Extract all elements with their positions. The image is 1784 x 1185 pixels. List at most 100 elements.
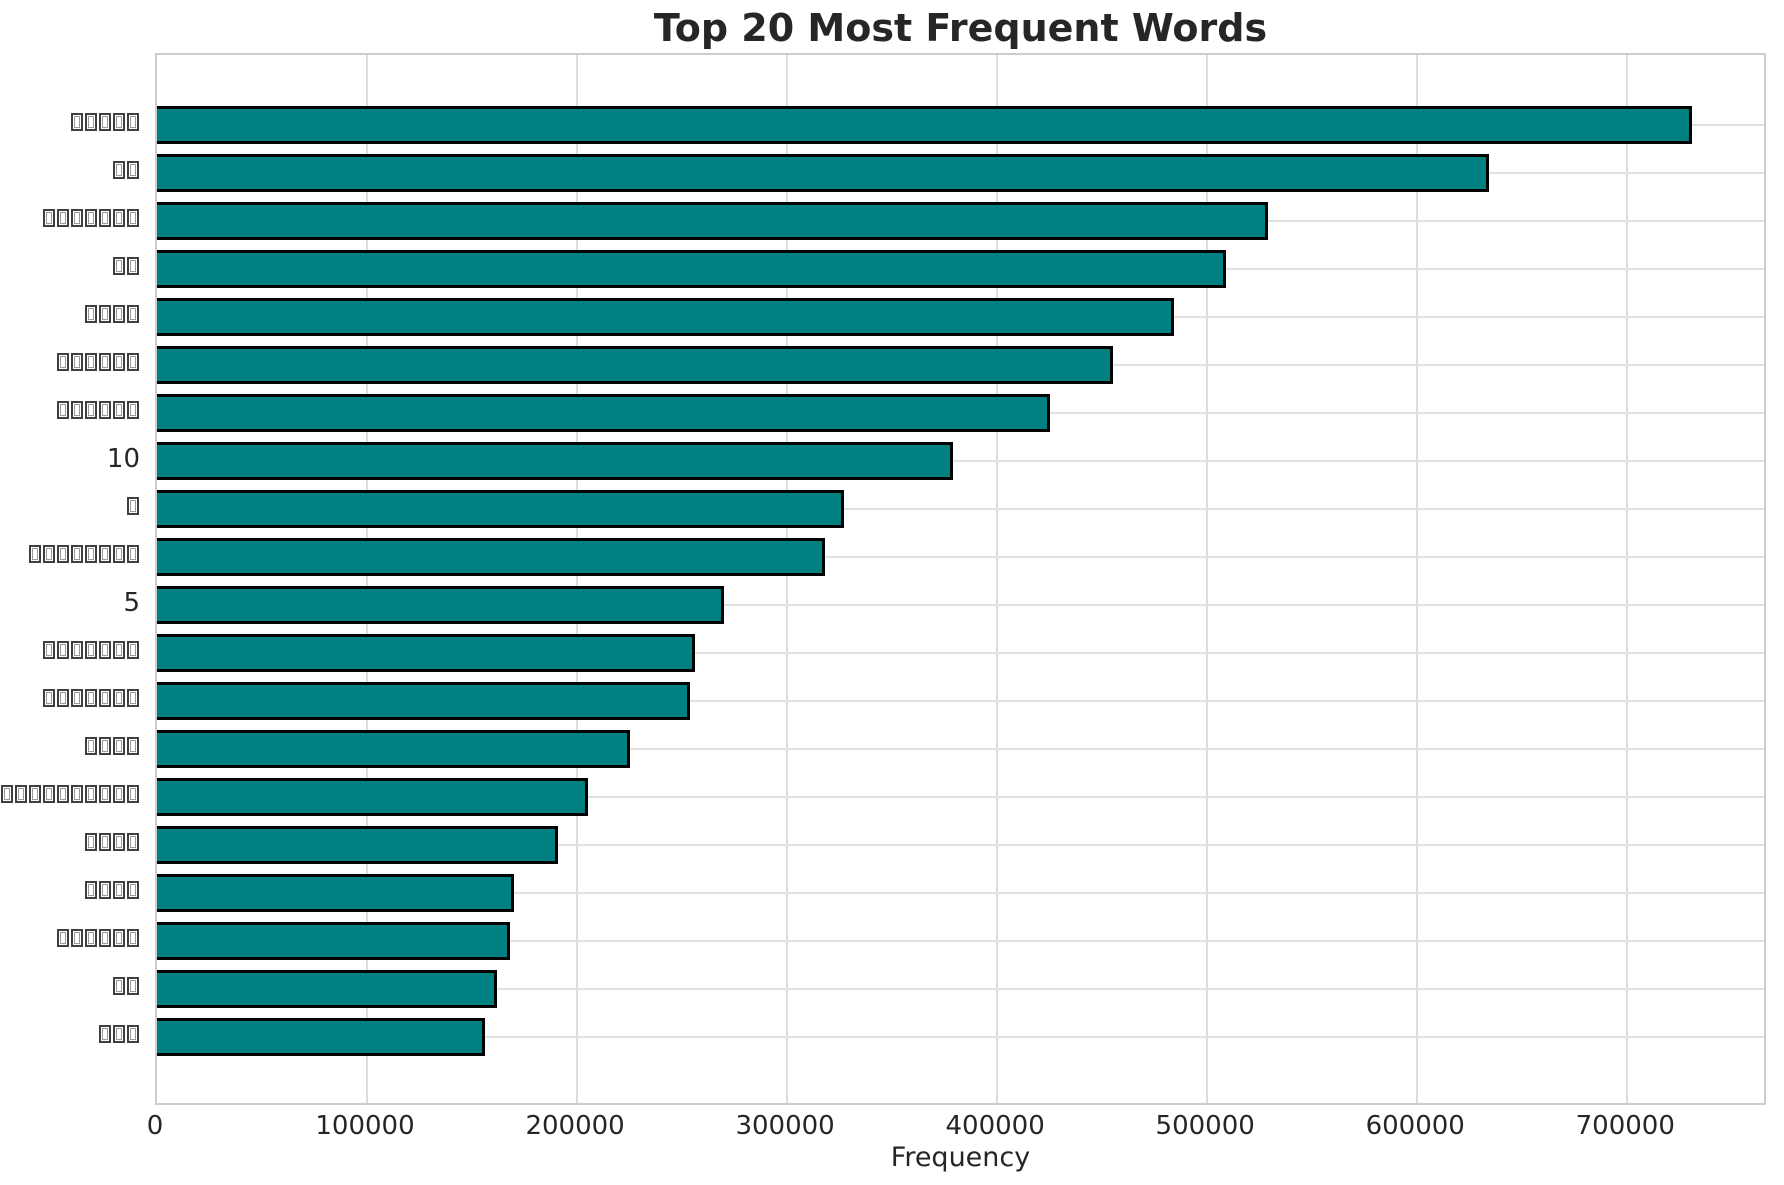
gridline-horizontal (157, 700, 1764, 703)
missing-glyph-box (71, 544, 83, 563)
missing-glyph-box (99, 641, 111, 660)
gridline-horizontal (157, 796, 1764, 799)
missing-glyph-box (85, 352, 97, 371)
y-tick-label (0, 302, 140, 328)
gridline-horizontal (157, 652, 1764, 655)
missing-glyph-box (85, 544, 97, 563)
bar (157, 345, 1113, 385)
missing-glyph-box (57, 400, 69, 419)
missing-glyph-box (99, 785, 111, 804)
missing-glyph-box (57, 929, 69, 948)
missing-glyph-box (99, 689, 111, 708)
x-tick-label: 200000 (525, 1111, 625, 1141)
missing-glyph-box (127, 400, 139, 419)
gridline-vertical (576, 55, 579, 1103)
missing-glyph-box (113, 1025, 125, 1044)
missing-glyph-box (85, 304, 97, 323)
y-tick-label (0, 734, 140, 760)
missing-glyph-box (57, 641, 69, 660)
missing-glyph-box (43, 689, 55, 708)
missing-glyph-box (127, 160, 139, 179)
missing-glyph-box (99, 352, 111, 371)
missing-glyph-box (99, 737, 111, 756)
bar (157, 393, 1050, 433)
x-tick-label: 0 (146, 1111, 164, 1141)
missing-glyph-box (1, 785, 13, 804)
missing-glyph-box (57, 785, 69, 804)
y-tick-label (0, 254, 140, 280)
missing-glyph-box (127, 304, 139, 323)
missing-glyph-box (127, 929, 139, 948)
bar (157, 729, 630, 769)
bar (157, 970, 498, 1009)
missing-glyph-box (99, 1025, 111, 1044)
y-tick-label (0, 494, 140, 520)
bar (157, 585, 725, 625)
x-tick-label: 400000 (945, 1111, 1045, 1141)
gridline-horizontal (157, 892, 1764, 895)
missing-glyph-box (99, 833, 111, 852)
missing-glyph-box (85, 400, 97, 419)
missing-glyph-box (99, 208, 111, 227)
bar (157, 825, 559, 865)
bar (157, 297, 1174, 336)
gridline-vertical (366, 55, 369, 1103)
missing-glyph-box (127, 496, 139, 515)
bar (157, 777, 588, 817)
missing-glyph-box (113, 977, 125, 996)
missing-glyph-box (85, 112, 97, 131)
chart-title: Top 20 Most Frequent Words (653, 6, 1268, 50)
y-tick-label (0, 974, 140, 1000)
missing-glyph-box (127, 641, 139, 660)
gridline-horizontal (157, 1036, 1764, 1039)
missing-glyph-box (99, 304, 111, 323)
missing-glyph-box (113, 160, 125, 179)
missing-glyph-box (43, 785, 55, 804)
missing-glyph-box (85, 785, 97, 804)
missing-glyph-box (85, 689, 97, 708)
bar (157, 105, 1693, 144)
missing-glyph-box (127, 737, 139, 756)
gridline-vertical (996, 55, 999, 1103)
missing-glyph-box (43, 641, 55, 660)
missing-glyph-box (127, 208, 139, 227)
missing-glyph-box (127, 785, 139, 804)
missing-glyph-box (15, 785, 27, 804)
gridline-vertical (1626, 55, 1629, 1103)
missing-glyph-box (99, 929, 111, 948)
gridline-horizontal (157, 459, 1764, 462)
bar (157, 153, 1489, 192)
gridline-horizontal (157, 748, 1764, 751)
missing-glyph-box (85, 641, 97, 660)
bar (157, 633, 695, 673)
missing-glyph-box (113, 544, 125, 563)
missing-glyph-box (71, 929, 83, 948)
bar (157, 201, 1269, 240)
y-tick-label (0, 110, 140, 136)
missing-glyph-box (113, 689, 125, 708)
y-tick-label: 5 (123, 588, 140, 618)
missing-glyph-box (127, 352, 139, 371)
missing-glyph-box (43, 544, 55, 563)
missing-glyph-box (99, 400, 111, 419)
missing-glyph-box (113, 400, 125, 419)
missing-glyph-box (57, 689, 69, 708)
missing-glyph-box (71, 112, 83, 131)
missing-glyph-box (127, 881, 139, 900)
missing-glyph-box (85, 833, 97, 852)
missing-glyph-box (57, 352, 69, 371)
missing-glyph-box (127, 544, 139, 563)
y-tick-label (0, 686, 140, 712)
bar (157, 873, 515, 913)
x-tick-label: 100000 (315, 1111, 415, 1141)
missing-glyph-box (85, 929, 97, 948)
missing-glyph-box (113, 929, 125, 948)
bar (157, 489, 844, 529)
missing-glyph-box (127, 1025, 139, 1044)
missing-glyph-box (71, 352, 83, 371)
y-tick-label (0, 638, 140, 664)
missing-glyph-box (71, 208, 83, 227)
missing-glyph-box (71, 641, 83, 660)
x-tick-label: 700000 (1575, 1111, 1675, 1141)
